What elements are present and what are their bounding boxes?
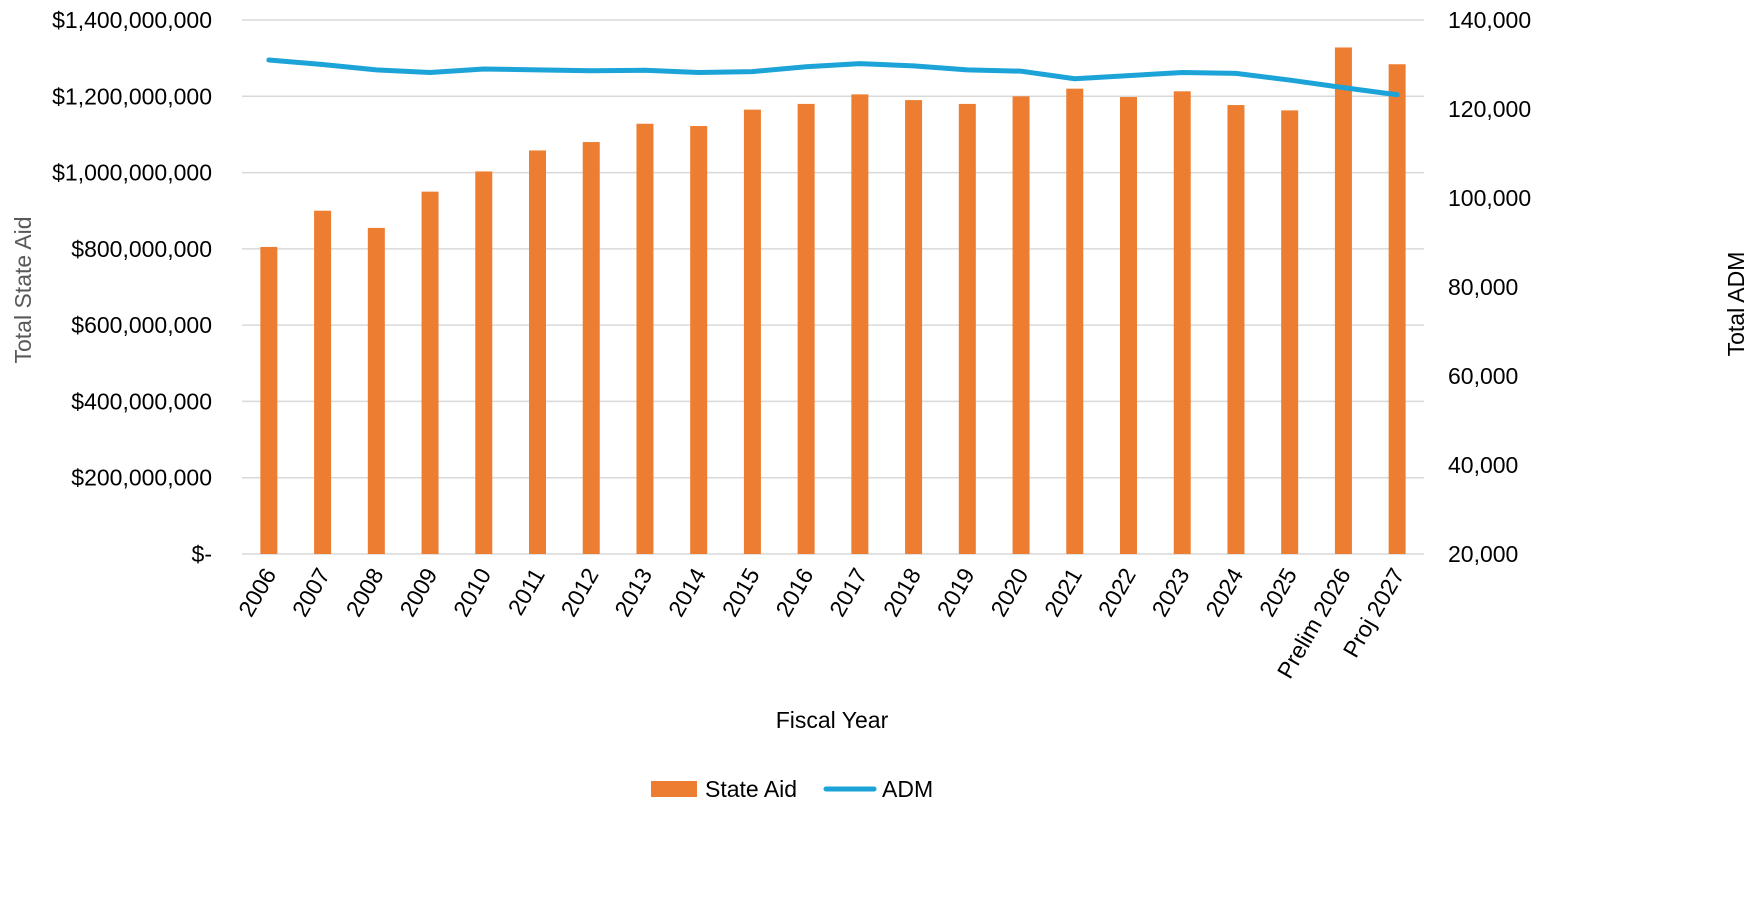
bar-state-aid — [905, 100, 923, 554]
x-tick-label: 2010 — [448, 564, 496, 621]
right-axis-ticks: 140,000 120,000 100,000 80,000 60,000 40,000 2… — [1448, 7, 1531, 567]
x-tick-label: 2017 — [824, 564, 872, 621]
y-tick-label: $1,000,000,000 — [52, 160, 212, 186]
x-tick-label: 2023 — [1146, 564, 1194, 621]
y2-tick-label: 20,000 — [1448, 541, 1518, 567]
bar-state-aid — [1334, 47, 1352, 554]
x-tick-label: 2022 — [1093, 564, 1141, 621]
bars — [260, 47, 1406, 555]
x-tick-label: 2011 — [503, 564, 550, 620]
x-tick-label: 2006 — [233, 564, 281, 621]
adm-line — [266, 57, 1400, 98]
gridlines — [242, 19, 1424, 555]
x-tick-label: 2013 — [609, 564, 657, 621]
x-tick-label: 2012 — [555, 564, 603, 621]
bar-state-aid — [367, 227, 385, 554]
bar-state-aid — [1281, 110, 1299, 555]
legend-label-adm: ADM — [882, 776, 933, 802]
x-tick-label: 2014 — [663, 563, 711, 620]
bar-state-aid — [1227, 105, 1245, 555]
x-tick-label: 2009 — [394, 564, 442, 621]
bar-state-aid — [690, 126, 708, 554]
y-tick-label: $800,000,000 — [71, 236, 212, 262]
bar-state-aid — [475, 171, 493, 555]
bar-state-aid — [851, 94, 869, 554]
y-tick-label: $200,000,000 — [71, 465, 212, 491]
bar-state-aid — [636, 123, 654, 555]
legend: State Aid ADM — [651, 776, 933, 802]
bar-state-aid — [421, 191, 439, 554]
x-tick-label: 2019 — [932, 564, 980, 621]
bar-state-aid — [314, 210, 332, 554]
x-tick-label: 2020 — [985, 564, 1033, 621]
y2-tick-label: 120,000 — [1448, 96, 1531, 122]
y-tick-label: $600,000,000 — [71, 312, 212, 338]
x-tick-label: 2021 — [1039, 564, 1087, 621]
legend-swatch-state-aid — [651, 781, 697, 797]
x-tick-label: 2025 — [1254, 564, 1302, 621]
y2-tick-label: 80,000 — [1448, 274, 1518, 300]
bar-state-aid — [1173, 91, 1191, 554]
x-tick-label: 2008 — [341, 564, 389, 621]
bar-state-aid — [797, 103, 815, 555]
bar-state-aid — [743, 109, 761, 554]
bar-state-aid — [582, 142, 600, 555]
bar-state-aid — [260, 246, 278, 554]
x-tick-label: 2024 — [1200, 563, 1248, 620]
x-axis-title: Fiscal Year — [776, 707, 889, 733]
bar-state-aid — [1120, 97, 1137, 554]
x-tick-label: 2016 — [770, 564, 818, 621]
left-axis-ticks: $1,400,000,000 $1,200,000,000 $1,000,000,0… — [52, 7, 212, 567]
x-axis-ticks: 2006 2007 2008 2009 2010 2011 2012 2013 2014 2015… — [233, 563, 1409, 682]
adm-line-group — [266, 57, 1400, 98]
x-tick-label: 2015 — [717, 564, 765, 621]
x-tick-label: 2007 — [287, 564, 335, 621]
bar-state-aid — [1012, 96, 1030, 555]
y-tick-label: $1,200,000,000 — [52, 83, 212, 109]
bar-state-aid — [1066, 88, 1084, 555]
y2-tick-label: 40,000 — [1448, 452, 1518, 478]
bar-state-aid — [1388, 64, 1406, 554]
y2-tick-label: 100,000 — [1448, 185, 1531, 211]
bar-state-aid — [529, 150, 546, 554]
y2-tick-label: 60,000 — [1448, 363, 1518, 389]
x-tick-label: 2018 — [878, 564, 926, 621]
y2-axis-title: Total ADM — [1723, 252, 1749, 357]
legend-label-state-aid: State Aid — [705, 776, 797, 802]
y-tick-label: $- — [192, 541, 212, 567]
y-tick-label: $1,400,000,000 — [52, 7, 212, 33]
y-axis-title: Total State Aid — [10, 216, 36, 363]
y2-tick-label: 140,000 — [1448, 7, 1531, 33]
y-tick-label: $400,000,000 — [71, 388, 212, 414]
bar-state-aid — [958, 103, 976, 555]
